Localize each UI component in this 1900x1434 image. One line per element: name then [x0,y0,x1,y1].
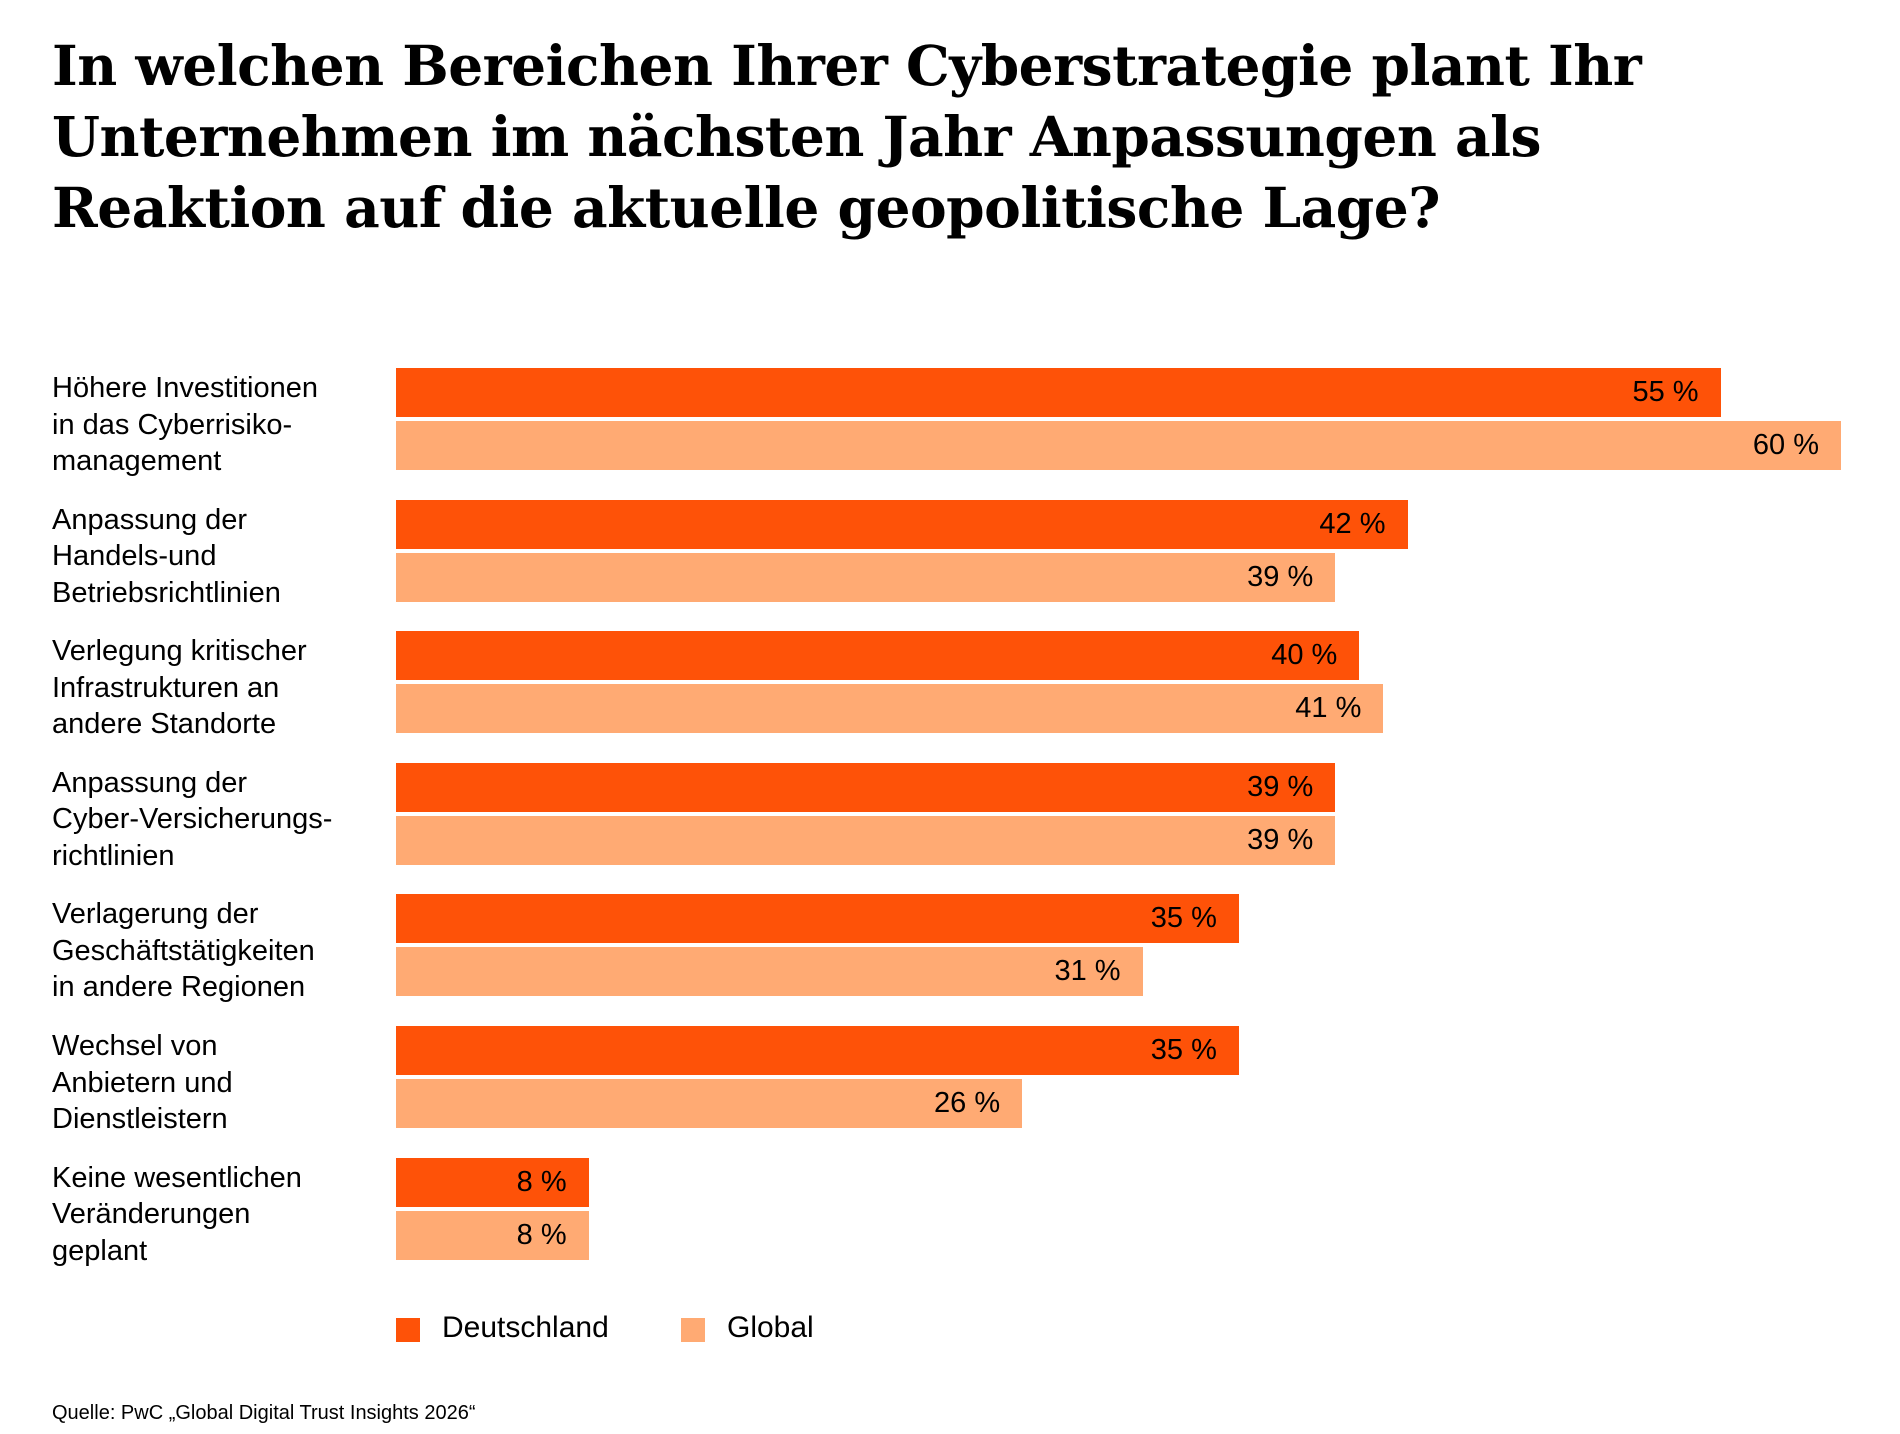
source-note: Quelle: PwC „Global Digital Trust Insigh… [52,1402,476,1424]
data-label: 39 % [1247,770,1314,803]
data-label: 8 % [516,1165,567,1198]
bar-deutschland: 35 % [396,1026,1239,1075]
data-label: 42 % [1319,507,1386,540]
legend-swatch [396,1318,420,1342]
bar-deutschland: 55 % [396,368,1721,417]
legend-swatch [681,1318,705,1342]
legend-label: Global [727,1311,814,1344]
category-label: Anpassung der Handels-und Betriebsrichtl… [52,503,281,609]
bar-global: 8 % [396,1210,589,1260]
data-label: 39 % [1247,823,1314,856]
bar-deutschland: 8 % [396,1157,589,1207]
bar-global: 39 % [396,815,1336,865]
category-label: Keine wesentlichen Veränderungen geplant [52,1161,302,1267]
data-label: 35 % [1150,1034,1217,1066]
data-label: 8 % [516,1218,567,1251]
legend-label: Deutschland [442,1311,609,1344]
data-label: 26 % [934,1087,1001,1119]
data-label: 35 % [1150,902,1217,935]
bar-global: 31 % [396,947,1143,997]
bar-deutschland: 39 % [396,762,1336,812]
data-label: 41 % [1295,692,1362,725]
bar-global: 26 % [396,1079,1023,1128]
bar-deutschland: 35 % [396,894,1239,944]
bar-global: 60 % [396,421,1841,470]
category-label: Höhere Investitionen in das Cyberrisiko-… [52,372,318,477]
data-label: 60 % [1752,429,1819,461]
chart-title: In welchen Bereichen Ihrer Cyberstrategi… [52,33,1642,240]
bar-global: 41 % [396,684,1384,734]
category-label: Verlegung kritischer Infrastrukturen an … [52,635,307,741]
bar-deutschland: 40 % [396,631,1360,681]
category-label: Wechsel von Anbietern und Dienstleistern [52,1030,233,1135]
data-label: 31 % [1054,955,1121,988]
data-label: 39 % [1247,560,1314,593]
data-label: 55 % [1632,376,1699,408]
category-label: Verlagerung der Geschäftstätigkeiten in … [52,898,315,1004]
data-label: 40 % [1271,639,1338,672]
bar-deutschland: 42 % [396,499,1408,549]
bar-global: 39 % [396,552,1336,602]
category-label: Anpassung der Cyber-Versicherungs- richt… [52,766,333,872]
